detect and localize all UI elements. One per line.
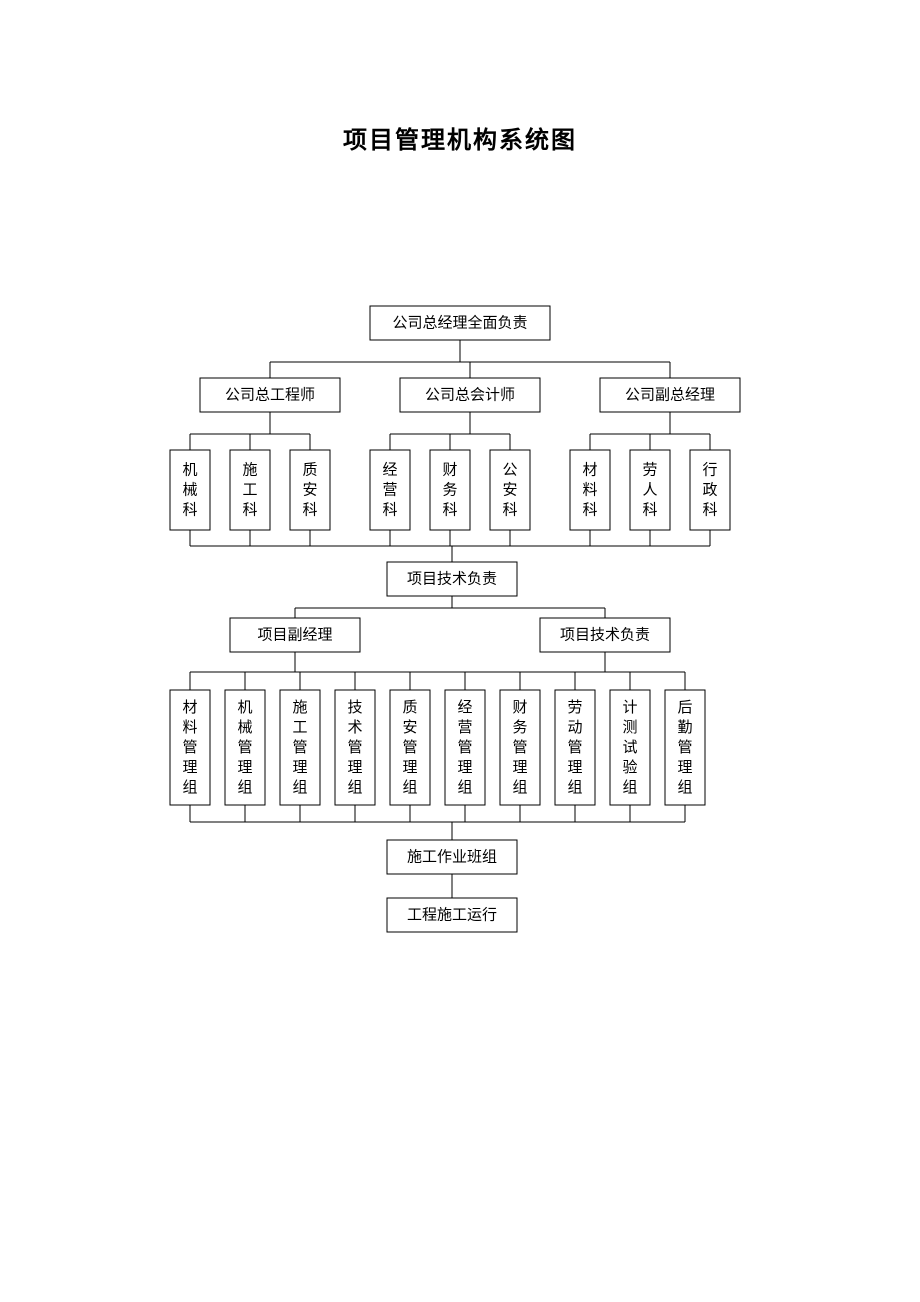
org-node-label: 管 <box>677 739 692 756</box>
org-node-label: 人 <box>642 481 657 498</box>
org-node-label: 管 <box>457 739 472 756</box>
org-node-label: 管 <box>292 739 307 756</box>
org-node-label: 动 <box>567 719 582 736</box>
org-node-label: 营 <box>382 481 397 498</box>
org-node-label: 机 <box>182 461 197 478</box>
org-node-label: 材 <box>182 699 197 716</box>
org-node-label: 组 <box>292 779 307 796</box>
org-node-label: 理 <box>677 760 692 776</box>
org-node-label: 理 <box>292 760 307 776</box>
org-node-label: 管 <box>347 739 362 756</box>
org-node-label: 理 <box>567 760 582 776</box>
org-node-label: 理 <box>457 760 472 776</box>
org-node-label: 安 <box>402 719 417 736</box>
org-node-label: 管 <box>182 739 197 756</box>
org-node-label: 科 <box>382 501 397 518</box>
org-node-label: 理 <box>237 760 252 776</box>
org-node-label: 组 <box>512 779 527 796</box>
org-node-label: 质 <box>302 461 317 478</box>
org-node-label: 技 <box>347 699 362 716</box>
org-node-label: 科 <box>182 501 197 518</box>
org-node-label: 机 <box>237 699 252 716</box>
page-title: 项目管理机构系统图 <box>0 120 920 155</box>
org-node-label: 科 <box>502 501 517 518</box>
org-node-label: 科 <box>242 501 257 518</box>
org-node-label: 科 <box>582 501 597 518</box>
org-node-label: 勤 <box>677 719 692 736</box>
org-node-label: 材 <box>582 461 597 478</box>
org-node-label: 工 <box>292 720 307 736</box>
org-node-label: 管 <box>512 739 527 756</box>
org-node-label: 劳 <box>642 461 657 478</box>
org-node-label: 理 <box>512 760 527 776</box>
org-node-label: 工 <box>242 482 257 498</box>
org-node-label: 财 <box>512 699 527 716</box>
org-node-label: 料 <box>582 481 597 498</box>
org-node-label: 理 <box>182 760 197 776</box>
org-node-label: 公司副总经理 <box>625 386 715 403</box>
org-node-label: 务 <box>442 481 457 498</box>
org-node-label: 公 <box>502 462 517 478</box>
org-node-label: 管 <box>402 739 417 756</box>
org-node-label: 验 <box>622 759 637 776</box>
org-node-label: 质 <box>402 699 417 716</box>
org-node-label: 计 <box>622 699 637 716</box>
org-node-label: 科 <box>442 501 457 518</box>
org-node-label: 组 <box>237 779 252 796</box>
org-node-label: 公司总经理全面负责 <box>392 313 527 331</box>
org-node-label: 试 <box>622 739 637 756</box>
org-node-label: 劳 <box>567 699 582 716</box>
org-node-label: 械 <box>237 719 252 736</box>
org-node-label: 项目技术负责 <box>560 626 650 643</box>
org-node-label: 组 <box>402 779 417 796</box>
org-node-label: 后 <box>677 699 692 716</box>
org-node-label: 测 <box>622 719 637 736</box>
org-node-label: 组 <box>677 779 692 796</box>
org-node-label: 料 <box>182 719 197 736</box>
org-node-label: 公司总工程师 <box>225 386 315 403</box>
org-node-label: 务 <box>512 719 527 736</box>
org-node-label: 经 <box>457 699 472 716</box>
org-node-label: 施 <box>292 699 307 716</box>
org-node-label: 施 <box>242 461 257 478</box>
org-node-label: 组 <box>182 779 197 796</box>
org-node-label: 术 <box>347 719 362 736</box>
org-node-label: 财 <box>442 461 457 478</box>
org-node-label: 管 <box>567 739 582 756</box>
org-node-label: 施工作业班组 <box>407 848 497 865</box>
org-node-label: 安 <box>302 481 317 498</box>
org-chart: 公司总经理全面负责公司总工程师公司总会计师公司副总经理机械科施工科质安科经营科财… <box>0 0 920 1302</box>
org-node-label: 营 <box>457 719 472 736</box>
org-node-label: 项目技术负责 <box>407 570 497 587</box>
org-node-label: 经 <box>382 461 397 478</box>
org-node-label: 工程施工运行 <box>407 906 497 923</box>
org-node-label: 安 <box>502 481 517 498</box>
org-node-label: 管 <box>237 739 252 756</box>
org-node-label: 组 <box>347 779 362 796</box>
org-node-label: 组 <box>457 779 472 796</box>
org-node-label: 理 <box>402 760 417 776</box>
org-node-label: 科 <box>302 501 317 518</box>
org-node-label: 理 <box>347 760 362 776</box>
org-node-label: 组 <box>567 779 582 796</box>
org-node-label: 项目副经理 <box>257 626 332 643</box>
org-node-label: 械 <box>182 481 197 498</box>
org-node-label: 政 <box>702 481 717 498</box>
page: 项目管理机构系统图 公司总经理全面负责公司总工程师公司总会计师公司副总经理机械科… <box>0 0 920 1302</box>
org-node-label: 行 <box>702 461 717 478</box>
org-node-label: 公司总会计师 <box>425 386 515 403</box>
org-node-label: 科 <box>702 501 717 518</box>
org-node-label: 科 <box>642 501 657 518</box>
org-node-label: 组 <box>622 779 637 796</box>
